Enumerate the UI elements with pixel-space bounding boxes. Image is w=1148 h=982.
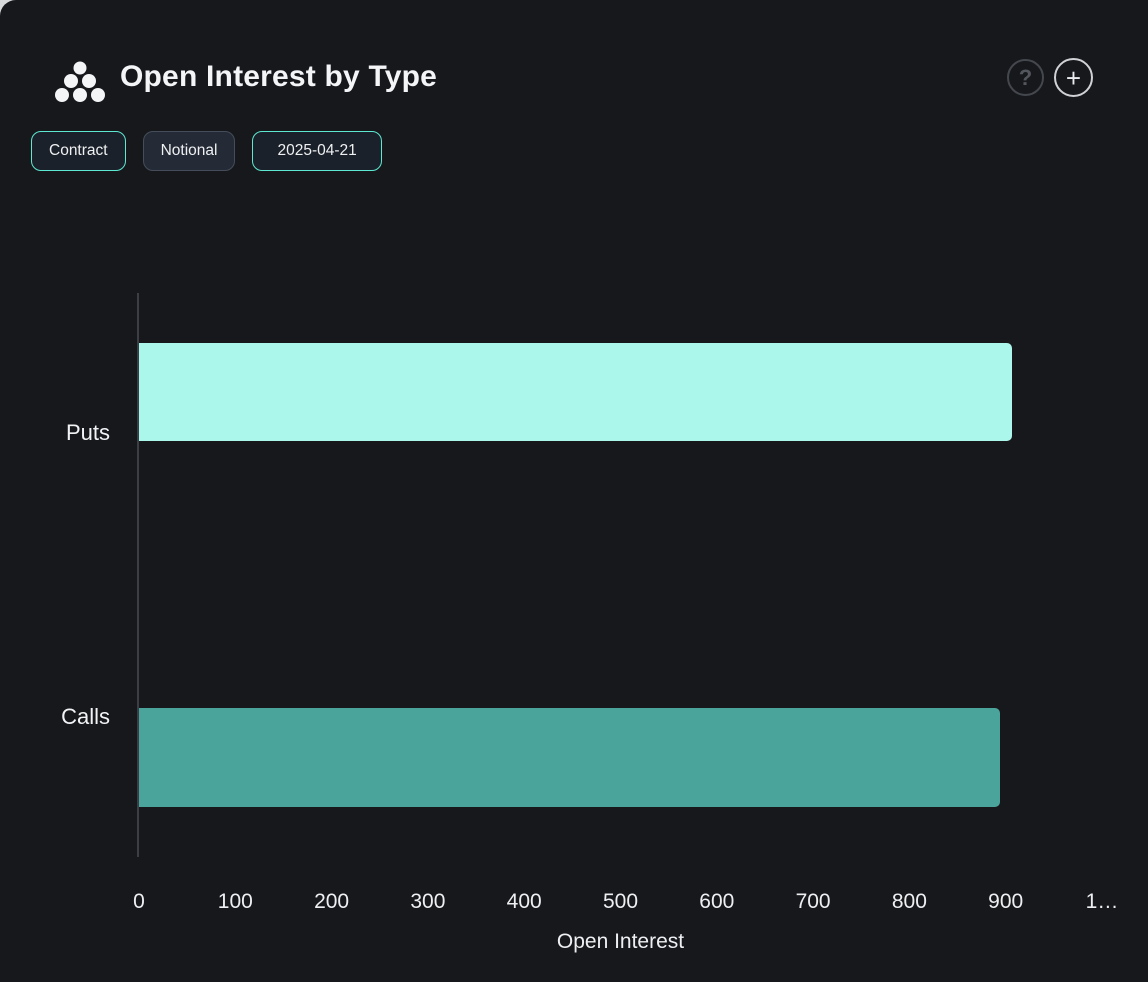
- y-axis-label-puts: Puts: [65, 420, 110, 445]
- x-axis-title: Open Interest: [556, 930, 685, 953]
- x-tick-label: 500: [602, 890, 639, 913]
- plot-area: [139, 293, 1102, 857]
- contract-toggle-button[interactable]: Contract: [31, 131, 126, 171]
- notional-toggle-button[interactable]: Notional: [142, 131, 236, 171]
- x-tick-label: 900: [988, 890, 1024, 913]
- x-tick-label: 300: [410, 890, 446, 913]
- add-button[interactable]: +: [1054, 58, 1093, 97]
- plus-icon: +: [1065, 62, 1082, 93]
- page-title: Open Interest by Type: [120, 60, 438, 93]
- toolbar: Contract Notional 2025-04-21: [31, 131, 382, 171]
- bar-calls[interactable]: [139, 708, 1000, 807]
- question-mark-icon: ?: [1018, 64, 1033, 90]
- x-tick-label: 100: [217, 890, 253, 913]
- cluster-pyramid-icon: [55, 61, 105, 102]
- x-tick-label: 0: [133, 890, 145, 913]
- x-tick-label: 800: [891, 890, 927, 913]
- y-axis-label-calls: Calls: [61, 704, 110, 729]
- y-axis-line: [137, 293, 139, 857]
- x-tick-label: 400: [506, 890, 542, 913]
- help-button[interactable]: ?: [1007, 59, 1044, 96]
- date-selector-button[interactable]: 2025-04-21: [252, 131, 382, 171]
- x-tick-label: 600: [699, 890, 735, 913]
- x-axis: 0 100 200 300 400 500 600 700 800 900 1…: [133, 890, 1118, 918]
- x-tick-label: 200: [314, 890, 350, 913]
- x-tick-label: 1…: [1085, 890, 1119, 913]
- bar-puts[interactable]: [139, 343, 1013, 441]
- x-tick-label: 700: [795, 890, 831, 913]
